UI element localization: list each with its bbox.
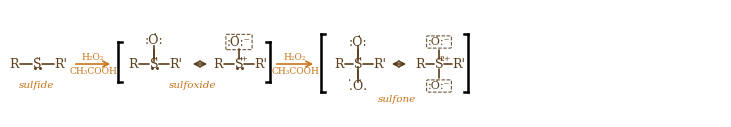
Text: R: R <box>334 58 344 70</box>
Text: :Ȯ:: :Ȯ: <box>145 35 163 47</box>
Text: .̇Ȯ.: .̇Ȯ. <box>349 80 367 92</box>
Text: R': R' <box>452 58 466 70</box>
Text: +: + <box>240 55 247 63</box>
Text: 2+: 2+ <box>439 55 450 63</box>
Text: S̈: S̈ <box>235 58 243 70</box>
Text: sulfoxide: sulfoxide <box>169 82 216 91</box>
Text: R: R <box>128 58 137 70</box>
Text: R': R' <box>254 58 268 70</box>
Text: R: R <box>213 58 223 70</box>
Text: H₂O₂: H₂O₂ <box>82 52 105 61</box>
Text: S̈: S̈ <box>435 58 443 70</box>
Text: H₂O₂: H₂O₂ <box>284 52 306 61</box>
Text: CH₃COOH: CH₃COOH <box>69 67 117 75</box>
Text: :Ȯ:⁻: :Ȯ:⁻ <box>227 36 251 49</box>
Text: sulfide: sulfide <box>19 82 55 91</box>
Text: R': R' <box>374 58 387 70</box>
Text: R: R <box>415 58 425 70</box>
Text: S̈: S̈ <box>33 58 41 70</box>
Text: S̈: S̈ <box>354 58 363 70</box>
Text: R: R <box>10 58 19 70</box>
Text: :Ȯ:⁻: :Ȯ:⁻ <box>428 37 450 47</box>
Text: CH₃COOH: CH₃COOH <box>271 67 319 75</box>
Text: :Ȯ:⁻: :Ȯ:⁻ <box>428 81 450 91</box>
Text: R': R' <box>55 58 67 70</box>
Text: R': R' <box>170 58 183 70</box>
Text: S̈: S̈ <box>150 58 158 70</box>
Text: :Ȯ:: :Ȯ: <box>349 36 367 49</box>
Text: sulfone: sulfone <box>379 94 417 104</box>
